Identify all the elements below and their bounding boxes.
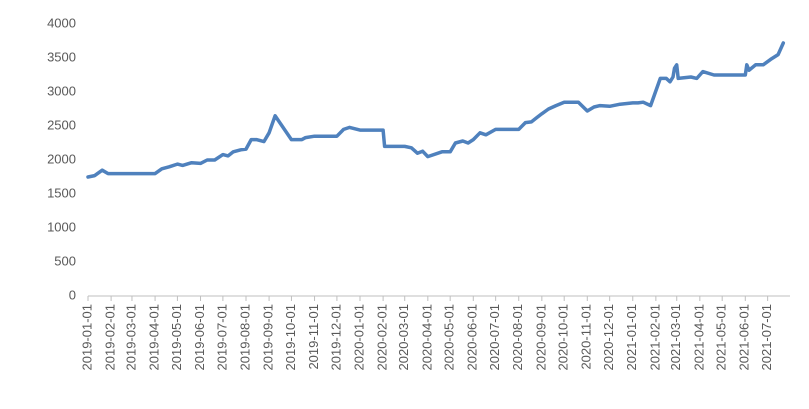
x-tick-label: 2020-10-01 [556, 304, 571, 371]
x-tick-label: 2019-02-01 [103, 304, 118, 371]
x-tick-label: 2020-06-01 [465, 304, 480, 371]
y-tick-label: 1500 [47, 185, 76, 200]
x-tick-label: 2019-12-01 [328, 304, 343, 371]
y-tick-label: 0 [69, 287, 76, 302]
y-tick-label: 4000 [47, 15, 76, 30]
y-tick-label: 2000 [47, 151, 76, 166]
y-tick-label: 2500 [47, 117, 76, 132]
x-tick-label: 2019-10-01 [283, 304, 298, 371]
x-tick-label: 2020-01-01 [351, 304, 366, 371]
x-tick-label: 2019-09-01 [261, 304, 276, 371]
x-tick-label: 2019-07-01 [214, 304, 229, 371]
y-tick-label: 3500 [47, 49, 76, 64]
x-tick-label: 2021-01-01 [624, 304, 639, 371]
x-tick-label: 2021-05-01 [714, 304, 729, 371]
x-tick-label: 2021-04-01 [691, 304, 706, 371]
y-tick-label: 500 [54, 253, 76, 268]
x-tick-label: 2019-08-01 [237, 304, 252, 371]
x-tick-label: 2020-07-01 [487, 304, 502, 371]
y-tick-label: 1000 [47, 219, 76, 234]
x-tick-label: 2019-03-01 [123, 304, 138, 371]
x-tick-label: 2020-09-01 [533, 304, 548, 371]
x-tick-label: 2019-11-01 [306, 304, 321, 370]
x-tick-label: 2020-08-01 [510, 304, 525, 371]
x-tick-label: 2021-06-01 [737, 304, 752, 371]
x-tick-label: 2019-01-01 [79, 304, 94, 371]
x-tick-label: 2021-07-01 [759, 304, 774, 371]
x-tick-label: 2021-03-01 [668, 304, 683, 371]
x-tick-label: 2020-12-01 [601, 304, 616, 371]
x-tick-label: 2020-03-01 [396, 304, 411, 371]
x-tick-label: 2020-11-01 [579, 304, 594, 370]
x-tick-label: 2020-04-01 [419, 304, 434, 371]
x-tick-label: 2020-05-01 [442, 304, 457, 371]
x-tick-label: 2020-02-01 [375, 304, 390, 371]
x-tick-label: 2021-02-01 [647, 304, 662, 371]
x-tick-label: 2019-04-01 [147, 304, 162, 371]
line [86, 41, 786, 179]
x-tick-label: 2019-05-01 [169, 304, 184, 371]
x-tick-label: 2019-06-01 [192, 304, 207, 371]
y-tick-label: 3000 [47, 83, 76, 98]
